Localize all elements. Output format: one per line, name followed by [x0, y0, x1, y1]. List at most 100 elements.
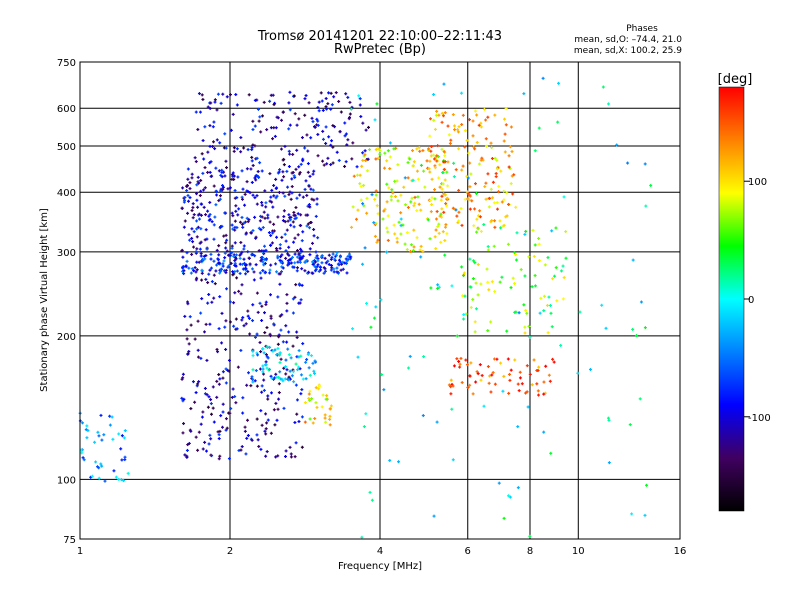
data-point	[284, 249, 288, 253]
data-point	[256, 310, 260, 314]
data-point	[508, 372, 512, 376]
data-point	[263, 331, 267, 335]
data-point	[433, 197, 437, 201]
data-point	[374, 148, 378, 152]
data-point	[277, 382, 281, 386]
data-point	[346, 138, 350, 142]
data-point	[253, 98, 257, 102]
data-point	[237, 207, 241, 211]
data-point	[196, 448, 200, 452]
data-point	[187, 233, 191, 237]
data-point	[388, 458, 392, 462]
data-point	[528, 372, 532, 376]
data-point	[361, 158, 365, 162]
data-point	[215, 395, 219, 399]
data-point	[325, 394, 329, 398]
data-point	[441, 182, 445, 186]
data-point	[195, 219, 199, 223]
data-point	[223, 251, 227, 255]
data-point	[453, 124, 457, 128]
data-point	[203, 257, 207, 261]
y-tick-label: 100	[57, 475, 76, 486]
data-point	[512, 251, 516, 255]
data-point	[408, 354, 412, 358]
data-point	[257, 226, 261, 230]
data-point	[470, 199, 474, 203]
data-point	[282, 406, 286, 410]
data-point	[399, 224, 403, 228]
data-point	[471, 392, 475, 396]
data-point	[303, 187, 307, 191]
data-point	[457, 125, 461, 129]
data-point	[224, 268, 228, 272]
data-point	[224, 347, 228, 351]
data-point	[262, 378, 266, 382]
data-point	[287, 245, 291, 249]
x-tick-label: 8	[527, 546, 533, 557]
data-point	[224, 381, 228, 385]
data-point	[435, 420, 439, 424]
data-point	[272, 194, 276, 198]
data-point	[184, 265, 188, 269]
data-point	[291, 370, 295, 374]
data-point	[443, 253, 447, 257]
data-point	[256, 353, 260, 357]
data-point	[215, 263, 219, 267]
data-point	[301, 230, 305, 234]
data-point	[383, 151, 387, 155]
data-point	[110, 415, 114, 419]
data-point	[443, 111, 447, 115]
data-point	[441, 170, 445, 174]
data-point	[231, 214, 235, 218]
data-point	[435, 209, 439, 213]
data-point	[530, 383, 534, 387]
data-point	[281, 266, 285, 270]
data-point	[279, 261, 283, 265]
data-point	[258, 301, 262, 305]
data-point	[263, 189, 267, 193]
data-point	[99, 413, 103, 417]
data-point	[488, 196, 492, 200]
data-point	[419, 255, 423, 259]
data-point	[202, 205, 206, 209]
data-point	[429, 286, 433, 290]
data-point	[108, 414, 112, 418]
data-point	[374, 157, 378, 161]
data-point	[199, 422, 203, 426]
data-point	[323, 413, 327, 417]
data-point	[240, 262, 244, 266]
data-point	[444, 225, 448, 229]
data-point	[268, 172, 272, 176]
data-point	[463, 145, 467, 149]
data-point	[294, 362, 298, 366]
data-point	[436, 224, 440, 228]
data-point	[253, 196, 257, 200]
data-point	[460, 381, 464, 385]
data-point	[525, 364, 529, 368]
data-point	[532, 358, 536, 362]
data-point	[290, 255, 294, 259]
chart-title: Tromsø 20141201 22:10:00–22:11:43	[257, 29, 502, 44]
data-point	[358, 173, 362, 177]
data-point	[250, 252, 254, 256]
data-point	[230, 173, 234, 177]
data-point	[206, 209, 210, 213]
data-point	[217, 327, 221, 331]
data-point	[338, 255, 342, 259]
data-point	[307, 270, 311, 274]
data-point	[308, 220, 312, 224]
data-point	[295, 336, 299, 340]
data-point	[547, 373, 551, 377]
data-point	[244, 272, 248, 276]
data-point	[268, 367, 272, 371]
data-point	[491, 196, 495, 200]
data-point	[218, 226, 222, 230]
data-point	[370, 498, 374, 502]
data-point	[332, 95, 336, 99]
data-point	[247, 256, 251, 260]
data-point	[479, 282, 483, 286]
data-point	[486, 280, 490, 284]
data-point	[321, 129, 325, 133]
data-point	[97, 476, 101, 480]
data-point	[321, 393, 325, 397]
